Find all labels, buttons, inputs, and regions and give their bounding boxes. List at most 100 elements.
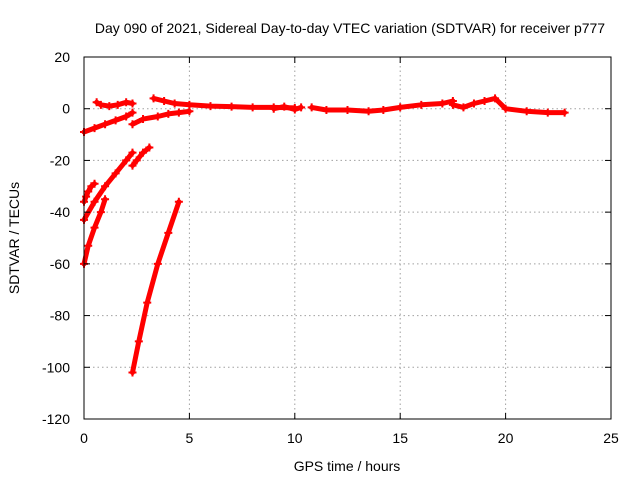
- data-point: [101, 182, 110, 191]
- plot-frame: [83, 56, 612, 420]
- data-point: [153, 112, 162, 121]
- data-point: [459, 103, 468, 112]
- data-point: [139, 148, 148, 157]
- data-point: [491, 94, 500, 103]
- data-point: [185, 100, 194, 109]
- data-point: [105, 102, 114, 111]
- data-point: [96, 100, 105, 109]
- data-point: [149, 94, 158, 103]
- series-arc-6: [307, 96, 457, 116]
- data-point: [364, 107, 373, 116]
- y-tick-label: -40: [50, 204, 70, 220]
- y-tick-label: -120: [42, 411, 70, 427]
- data-point: [128, 161, 137, 170]
- chart-title: Day 090 of 2021, Sidereal Day-to-day VTE…: [95, 20, 605, 36]
- series-arc-9: [80, 148, 137, 224]
- x-tick-label: 5: [186, 430, 194, 446]
- data-point: [438, 99, 447, 108]
- grid-lines: [84, 57, 611, 419]
- x-tick-label: 0: [80, 430, 88, 446]
- data-point: [543, 108, 552, 117]
- data-point: [111, 169, 120, 178]
- data-point: [290, 105, 299, 114]
- y-tick-label: -100: [42, 359, 70, 375]
- data-point: [84, 241, 93, 250]
- y-tick-label: 20: [54, 49, 70, 65]
- data-point: [343, 106, 352, 115]
- data-point: [160, 96, 169, 105]
- data-point: [174, 197, 183, 206]
- y-tick-label: -20: [50, 152, 70, 168]
- data-point: [101, 120, 110, 129]
- data-point: [560, 108, 569, 117]
- data-point: [248, 103, 257, 112]
- series-line: [81, 150, 135, 223]
- y-tick-label: 0: [62, 101, 70, 117]
- data-point: [448, 100, 457, 109]
- series-line: [271, 104, 304, 112]
- data-point: [132, 156, 141, 165]
- data-point: [139, 115, 148, 124]
- data-point: [480, 96, 489, 105]
- data-point: [170, 99, 179, 108]
- data-point: [522, 107, 531, 116]
- y-axis-ticks: -120 -100 -80 -60 -40 -20 0 20: [42, 49, 611, 427]
- data-point: [128, 99, 137, 108]
- series-arc-11: [80, 195, 110, 268]
- data-point: [90, 124, 99, 133]
- data-point: [111, 116, 120, 125]
- data-point: [164, 228, 173, 237]
- data-point: [227, 102, 236, 111]
- data-point: [307, 103, 316, 112]
- data-point: [92, 98, 101, 107]
- x-axis-ticks: 0 5 10 15 20 25: [80, 57, 619, 446]
- data-point: [269, 104, 278, 113]
- data-point: [128, 120, 137, 129]
- data-point: [379, 106, 388, 115]
- series-arc-7: [448, 94, 569, 117]
- data-point: [90, 197, 99, 206]
- x-axis-label: GPS time / hours: [294, 458, 401, 474]
- series-arc-10: [128, 143, 154, 170]
- x-tick-label: 15: [392, 430, 408, 446]
- data-point: [153, 259, 162, 268]
- data-point: [134, 337, 143, 346]
- data-point: [122, 98, 131, 107]
- y-tick-label: -80: [50, 308, 70, 324]
- data-point: [280, 102, 289, 111]
- data-series: [80, 94, 569, 377]
- data-point: [84, 187, 93, 196]
- data-point: [122, 156, 131, 165]
- data-point: [297, 103, 306, 112]
- series-arc-3: [128, 107, 194, 129]
- data-point: [113, 100, 122, 109]
- series-line: [130, 199, 182, 375]
- data-point: [101, 195, 110, 204]
- data-point: [322, 106, 331, 115]
- data-point: [128, 368, 137, 377]
- data-point: [82, 192, 91, 201]
- series-line: [130, 145, 152, 169]
- data-point: [145, 143, 154, 152]
- y-axis-label: SDTVAR / TECUs: [6, 182, 22, 294]
- y-tick-label: -60: [50, 256, 70, 272]
- data-point: [396, 103, 405, 112]
- data-point: [122, 112, 131, 121]
- data-point: [417, 100, 426, 109]
- data-point: [143, 298, 152, 307]
- series-arc-5: [269, 102, 306, 114]
- data-point: [164, 109, 173, 118]
- data-point: [501, 104, 510, 113]
- data-point: [128, 148, 137, 157]
- data-point: [90, 223, 99, 232]
- series-arc-12: [128, 197, 183, 377]
- data-point: [128, 108, 137, 117]
- series-arc-1: [80, 108, 137, 136]
- series-arc-8: [80, 179, 99, 206]
- x-tick-label: 25: [603, 430, 619, 446]
- data-point: [90, 179, 99, 188]
- series-arc-2: [92, 98, 137, 111]
- data-point: [206, 102, 215, 111]
- x-tick-label: 20: [498, 430, 514, 446]
